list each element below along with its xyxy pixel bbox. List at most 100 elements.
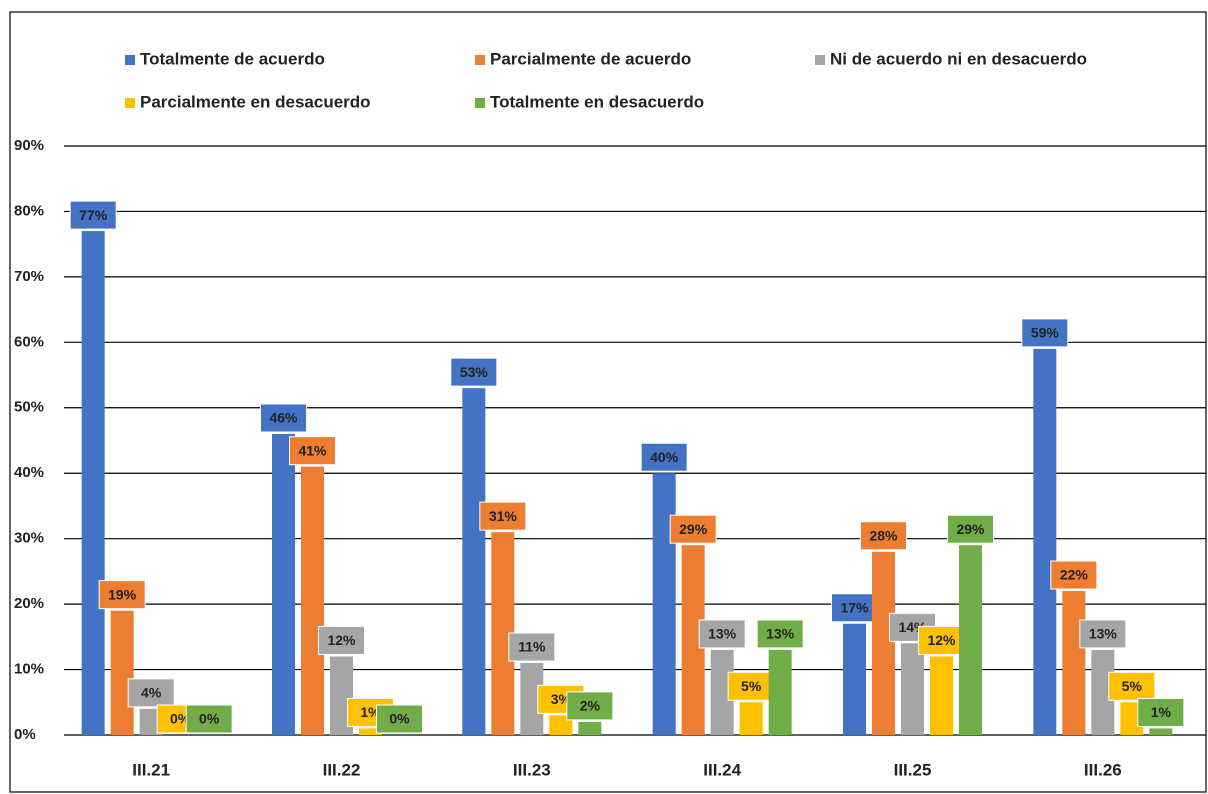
value-label: 12% xyxy=(327,632,356,648)
value-label: 40% xyxy=(650,449,679,465)
value-label-box xyxy=(508,632,556,662)
legend-label: Totalmente de acuerdo xyxy=(140,49,325,68)
x-tick-label: III.24 xyxy=(703,760,741,779)
bar xyxy=(520,663,544,735)
legend-label: Parcialmente en desacuerdo xyxy=(140,92,371,111)
legend-swatch xyxy=(125,98,135,108)
bar xyxy=(739,702,763,735)
bar xyxy=(768,649,792,735)
value-label-box xyxy=(185,704,233,734)
bar xyxy=(578,721,602,735)
x-tick-label: III.23 xyxy=(513,760,551,779)
bar xyxy=(843,623,866,735)
value-label: 1% xyxy=(1151,704,1172,720)
bar xyxy=(81,231,105,736)
bar xyxy=(959,545,982,735)
bar xyxy=(652,473,676,735)
legend-label: Ni de acuerdo ni en desacuerdo xyxy=(830,49,1087,68)
value-label-box xyxy=(756,619,804,649)
value-label-box xyxy=(479,501,527,531)
bar xyxy=(491,532,515,735)
bar xyxy=(301,466,324,735)
value-label: 3% xyxy=(551,691,572,707)
bar xyxy=(272,433,295,735)
x-tick-label: III.26 xyxy=(1084,760,1122,779)
value-label-box xyxy=(69,200,117,230)
y-tick-label: 20% xyxy=(14,595,44,612)
y-tick-label: 60% xyxy=(14,333,44,350)
value-label-box xyxy=(289,436,336,466)
bar xyxy=(710,649,734,735)
value-label: 19% xyxy=(108,586,137,602)
y-tick-label: 10% xyxy=(14,661,44,678)
value-label-box xyxy=(98,580,146,610)
value-label: 2% xyxy=(580,698,601,714)
legend-swatch xyxy=(475,98,485,108)
value-label: 31% xyxy=(489,508,518,524)
value-label: 5% xyxy=(1122,678,1143,694)
bar xyxy=(930,656,953,735)
value-label: 29% xyxy=(956,521,985,537)
x-tick-label: III.22 xyxy=(323,760,361,779)
bar xyxy=(110,610,134,735)
y-tick-label: 50% xyxy=(14,399,44,416)
value-label-box xyxy=(947,514,994,544)
frame xyxy=(9,11,1207,793)
y-tick-label: 90% xyxy=(14,137,44,154)
value-label: 13% xyxy=(708,626,737,642)
bar xyxy=(1149,728,1173,735)
value-label-box xyxy=(260,403,307,433)
y-tick-label: 30% xyxy=(14,530,44,547)
value-label-box xyxy=(1050,560,1098,590)
value-label-box xyxy=(1108,671,1156,701)
value-label: 1% xyxy=(360,704,381,720)
value-label: 4% xyxy=(141,685,162,701)
bar xyxy=(681,545,705,735)
value-label: 46% xyxy=(269,410,298,426)
value-label-box xyxy=(1021,318,1069,348)
value-label: 59% xyxy=(1031,325,1060,341)
value-label: 41% xyxy=(298,442,327,458)
y-tick-label: 80% xyxy=(14,202,44,219)
value-label-box xyxy=(1137,697,1185,727)
bar xyxy=(872,551,895,735)
value-label: 22% xyxy=(1060,567,1089,583)
value-label: 0% xyxy=(389,711,410,727)
value-label: 53% xyxy=(460,364,489,380)
bar xyxy=(462,388,486,735)
y-tick-label: 70% xyxy=(14,268,44,285)
value-label-box xyxy=(698,619,746,649)
legend-swatch xyxy=(125,55,135,65)
value-label-box xyxy=(566,691,614,721)
x-tick-label: III.25 xyxy=(894,760,932,779)
value-label: 17% xyxy=(840,599,869,615)
value-label-box xyxy=(918,625,965,655)
value-label: 11% xyxy=(518,639,546,655)
value-label-box xyxy=(669,514,717,544)
value-label-box xyxy=(1079,619,1127,649)
value-label: 0% xyxy=(170,711,191,727)
value-label: 0% xyxy=(199,711,220,727)
value-label-box xyxy=(450,357,498,387)
y-tick-label: 40% xyxy=(14,464,44,481)
bar xyxy=(1033,348,1057,735)
bar xyxy=(1062,591,1086,735)
value-label-box xyxy=(376,704,423,734)
legend-swatch xyxy=(475,55,485,65)
value-label: 77% xyxy=(79,207,108,223)
legend-swatch xyxy=(815,55,825,65)
value-label: 29% xyxy=(679,521,708,537)
value-label: 5% xyxy=(741,678,762,694)
bar xyxy=(1091,649,1115,735)
value-label: 13% xyxy=(1089,626,1118,642)
value-label-box xyxy=(318,625,365,655)
value-label: 12% xyxy=(927,632,956,648)
value-label: 13% xyxy=(766,626,795,642)
value-label-box xyxy=(860,521,907,551)
value-label: 28% xyxy=(869,527,898,543)
bar xyxy=(359,728,382,735)
bar xyxy=(901,643,924,735)
y-tick-label: 0% xyxy=(14,726,36,743)
legend-label: Totalmente en desacuerdo xyxy=(490,92,704,111)
value-label-box xyxy=(831,593,878,623)
